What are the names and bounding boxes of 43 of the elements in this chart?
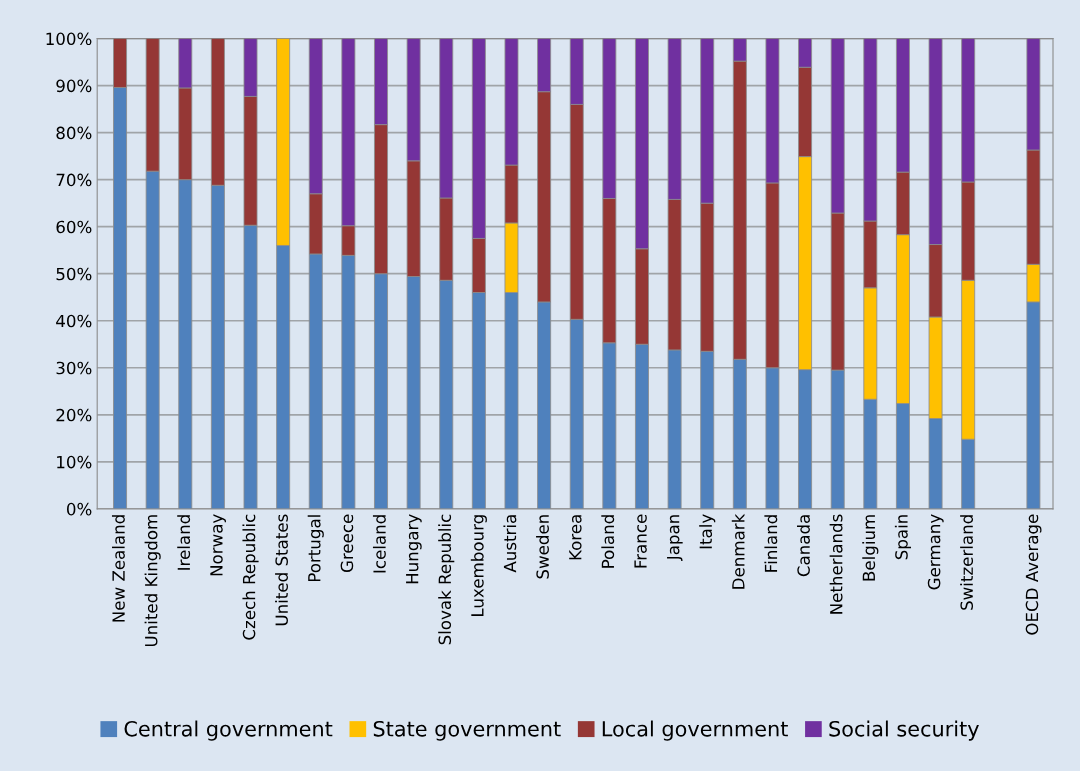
x-tick-label: Luxembourg <box>470 515 487 616</box>
x-tick-label: France <box>634 514 647 568</box>
y-tick-label: 60% <box>56 220 92 234</box>
x-tick-label: Korea <box>569 515 582 560</box>
x-tick-label: Greece <box>340 514 354 573</box>
y-tick-label: 40% <box>56 314 92 328</box>
x-tick-label: Norway <box>210 514 226 576</box>
x-tick-label: Japan <box>667 515 683 562</box>
y-tick-label: 10% <box>57 455 92 469</box>
legend-label: Local government <box>602 720 788 741</box>
x-tick-label: Portugal <box>307 515 324 582</box>
x-tick-label: Germany <box>927 514 944 590</box>
x-tick-label: Sweden <box>536 515 549 579</box>
y-tick-label: 90% <box>56 79 92 93</box>
legend-label: State government <box>373 720 561 741</box>
y-tick-label: 20% <box>56 408 92 422</box>
y-tick-label: 0% <box>67 502 92 516</box>
x-tick-label: Netherlands <box>829 514 843 614</box>
y-tick-label: 70% <box>56 173 92 187</box>
x-tick-label: Czech Republic <box>242 514 259 640</box>
x-tick-label: Austria <box>503 515 517 573</box>
x-tick-label: Denmark <box>731 513 745 589</box>
y-tick-label: 30% <box>56 361 92 375</box>
legend-label: Social security <box>829 720 979 741</box>
x-tick-label: Spain <box>894 515 912 560</box>
x-tick-label: OECD Average <box>1025 514 1042 635</box>
x-tick-label: Ireland <box>177 515 191 570</box>
x-tick-label: Iceland <box>372 515 386 573</box>
x-tick-label: Canada <box>797 515 810 577</box>
x-tick-label: Italy <box>699 514 716 549</box>
y-tick-label: 80% <box>56 126 92 140</box>
x-tick-label: Switzerland <box>960 515 974 610</box>
y-tick-label: 100% <box>46 32 92 46</box>
x-tick-label: Belgium <box>862 515 879 581</box>
x-tick-label: Poland <box>601 515 615 568</box>
x-tick-label: Slovak Republic <box>438 514 455 645</box>
x-tick-label: Finland <box>764 515 778 572</box>
x-tick-label: Hungary <box>406 514 422 584</box>
x-tick-label: United Kingdom <box>144 515 161 647</box>
x-tick-label: New Zealand <box>111 515 125 622</box>
legend-label: Central government <box>124 720 333 741</box>
y-tick-label: 50% <box>56 267 92 281</box>
x-tick-label: United States <box>275 514 288 626</box>
